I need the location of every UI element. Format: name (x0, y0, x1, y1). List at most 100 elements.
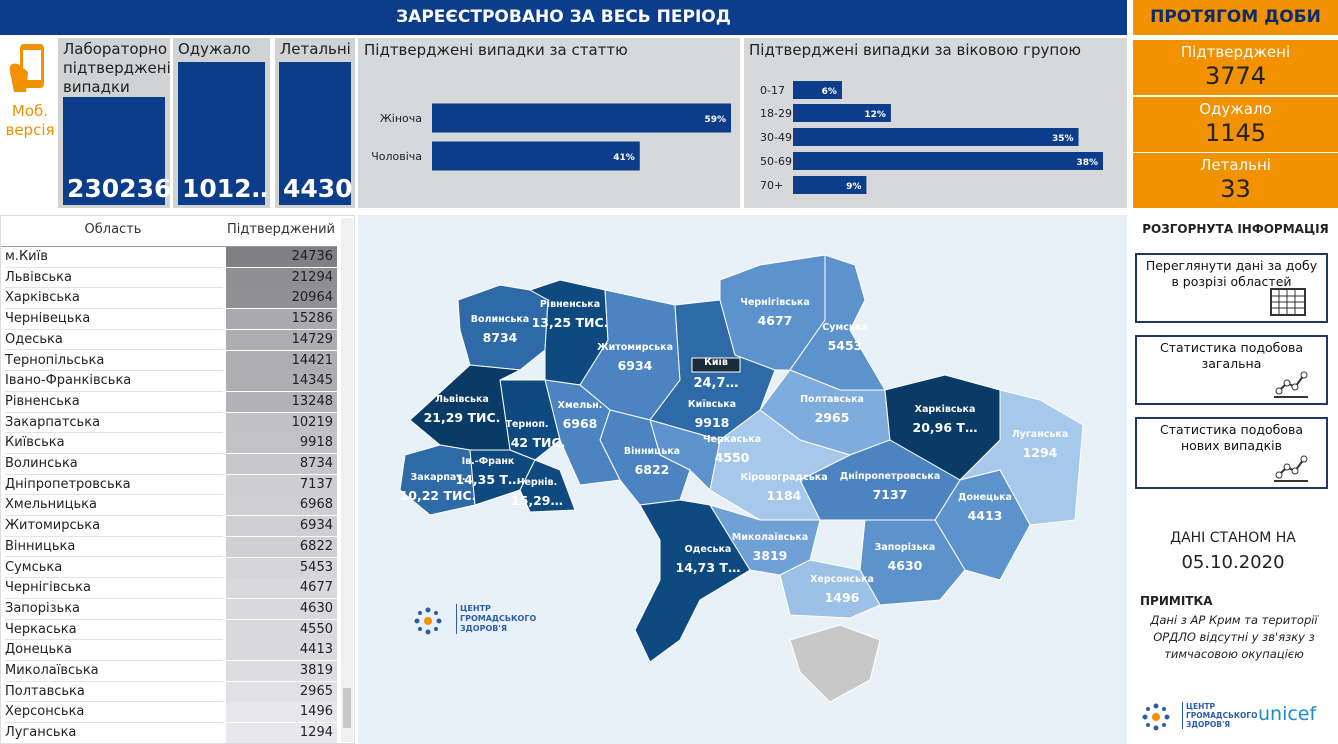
cell-value: 1496 (226, 702, 337, 723)
note-title: ПРИМІТКА (1140, 594, 1213, 608)
kpi-box: 230236 (63, 97, 171, 205)
cell-name: Закарпатська (5, 413, 223, 434)
region-value: 2965 (815, 410, 850, 425)
info-button[interactable]: Статистика подобова загальна (1135, 335, 1328, 405)
bar (793, 176, 867, 194)
cell-value-text: 4413 (299, 642, 333, 658)
unicef-logo: unicef (1258, 703, 1317, 725)
category-label: 70+ (760, 179, 783, 192)
region-value: 4630 (888, 558, 923, 573)
region-name: Кіровоградська (740, 472, 827, 483)
value-label: 35% (1052, 134, 1074, 144)
category-label: 30-49 (760, 131, 792, 144)
region-name: Одеська (685, 544, 732, 555)
date-label: ДАНІ СТАНОМ НА (1170, 530, 1296, 546)
cell-value-text: 24736 (291, 249, 333, 264)
bar (432, 103, 731, 133)
region-value: 6968 (563, 416, 598, 431)
region (544, 379, 621, 486)
cell-name: Луганська (5, 723, 223, 744)
cell-value: 10219 (226, 412, 337, 433)
region-name: Ів.-Франк (462, 456, 515, 467)
cell-name: Львівська (5, 268, 223, 289)
value-label: 12% (864, 110, 886, 120)
chart: 0-17 6% 18-29 12% 30-49 35% 50-69 38% 70+ 9% (760, 81, 1103, 194)
region-value: 14,35 Т… (456, 472, 521, 487)
cell-value: 8734 (226, 454, 337, 474)
region-value: 1294 (1023, 445, 1058, 460)
info-button[interactable]: Статистика подобова нових випадків (1135, 417, 1328, 489)
daily-label: Одужало (1199, 100, 1272, 118)
cell-value: 13248 (226, 391, 337, 412)
cell-value-text: 3819 (299, 663, 333, 678)
cell-value-text: 15286 (291, 311, 333, 327)
region-value: 4677 (758, 313, 793, 328)
cell-value-text: 6822 (299, 538, 333, 554)
cell-value-text: 4677 (299, 580, 333, 596)
value-label: 41% (613, 153, 635, 163)
cell-name: Чернігівська (5, 578, 223, 599)
region-name: Житомирська (597, 342, 673, 353)
cell-value-text: 1496 (299, 704, 333, 720)
daily-card: Летальні 33 (1133, 153, 1338, 208)
date: 05.10.2020 (1181, 552, 1285, 573)
button-icon (1270, 288, 1306, 316)
cell-name: Донецька (5, 640, 223, 661)
category-label: 0-17 (760, 84, 785, 97)
cell-name: Рівненська (5, 392, 223, 413)
mobile-link[interactable]: Моб. версія (5, 102, 55, 139)
bar (793, 81, 842, 99)
cell-name: Харківська (5, 288, 223, 310)
phone-icon[interactable] (6, 42, 54, 96)
category-label: 18-29 (760, 107, 792, 120)
kpi-label: Летальні (280, 40, 351, 58)
region-name: Львівська (435, 394, 489, 405)
region-name: Сумська (822, 322, 867, 333)
region-value: 4413 (968, 508, 1003, 523)
bottom-logo-text: ЦЕНТР ГРОМАДСЬКОГО ЗДОРОВ'Я (1182, 702, 1257, 729)
region-name: Волинська (471, 314, 529, 325)
kpi-value: 4430 (283, 174, 353, 203)
note: Дані з АР Крим та території ОРДЛО відсут… (1150, 613, 1318, 661)
region-name: Рівненська (540, 299, 600, 310)
region-value: 15,29… (511, 493, 563, 508)
region-name: Херсонська (810, 574, 874, 585)
daily-value: 3774 (1204, 62, 1267, 90)
region-name: Закарпат. (411, 472, 466, 483)
daily-label: Летальні (1200, 156, 1271, 174)
cell-name: Полтавська (5, 682, 223, 703)
cell-value: 1294 (226, 723, 337, 744)
cell-name: Хмельницька (5, 495, 223, 517)
region-value: 6934 (618, 358, 653, 373)
region-name: Дніпропетровська (840, 471, 941, 482)
daily-card: Одужало 1145 (1133, 97, 1338, 152)
region-value: 13,25 ТИС. (532, 315, 609, 330)
cell-value: 15286 (226, 309, 337, 330)
button-icon (1274, 371, 1308, 398)
age-panel: Підтверджені випадки за віковою групою 0… (744, 38, 1127, 208)
kpi-card: Одужало 1012… (173, 38, 277, 208)
kpi-label: Лабораторно підтверджені випадки (63, 40, 171, 96)
cell-value-text: 8734 (299, 456, 333, 471)
cell-value-text: 9918 (299, 435, 333, 451)
region-value: 4550 (715, 450, 750, 465)
cell-name: Волинська (5, 454, 223, 475)
chart: Жіноча 59% Чоловіча 41% (371, 103, 731, 171)
bottom-logo (1142, 703, 1170, 731)
cell-value-text: 7137 (299, 476, 333, 492)
region-value: 10,22 ТИС. (400, 488, 477, 503)
region-name: Донецька (958, 492, 1012, 503)
cell-name: Сумська (5, 558, 223, 579)
bar (793, 104, 891, 122)
category-label: Жіноча (380, 112, 422, 125)
region-name: Миколаївська (732, 532, 808, 543)
cell-value: 2965 (226, 681, 337, 702)
cell-value: 20964 (226, 288, 337, 309)
info-button[interactable]: Переглянути дані за добу в розрізі облас… (1135, 253, 1328, 323)
column-header[interactable]: Підтверджений (225, 216, 337, 247)
region-name: Вінницька (624, 446, 680, 457)
column-header[interactable]: Область (1, 216, 225, 247)
bar (793, 128, 1079, 146)
scrollbar[interactable] (341, 218, 353, 742)
